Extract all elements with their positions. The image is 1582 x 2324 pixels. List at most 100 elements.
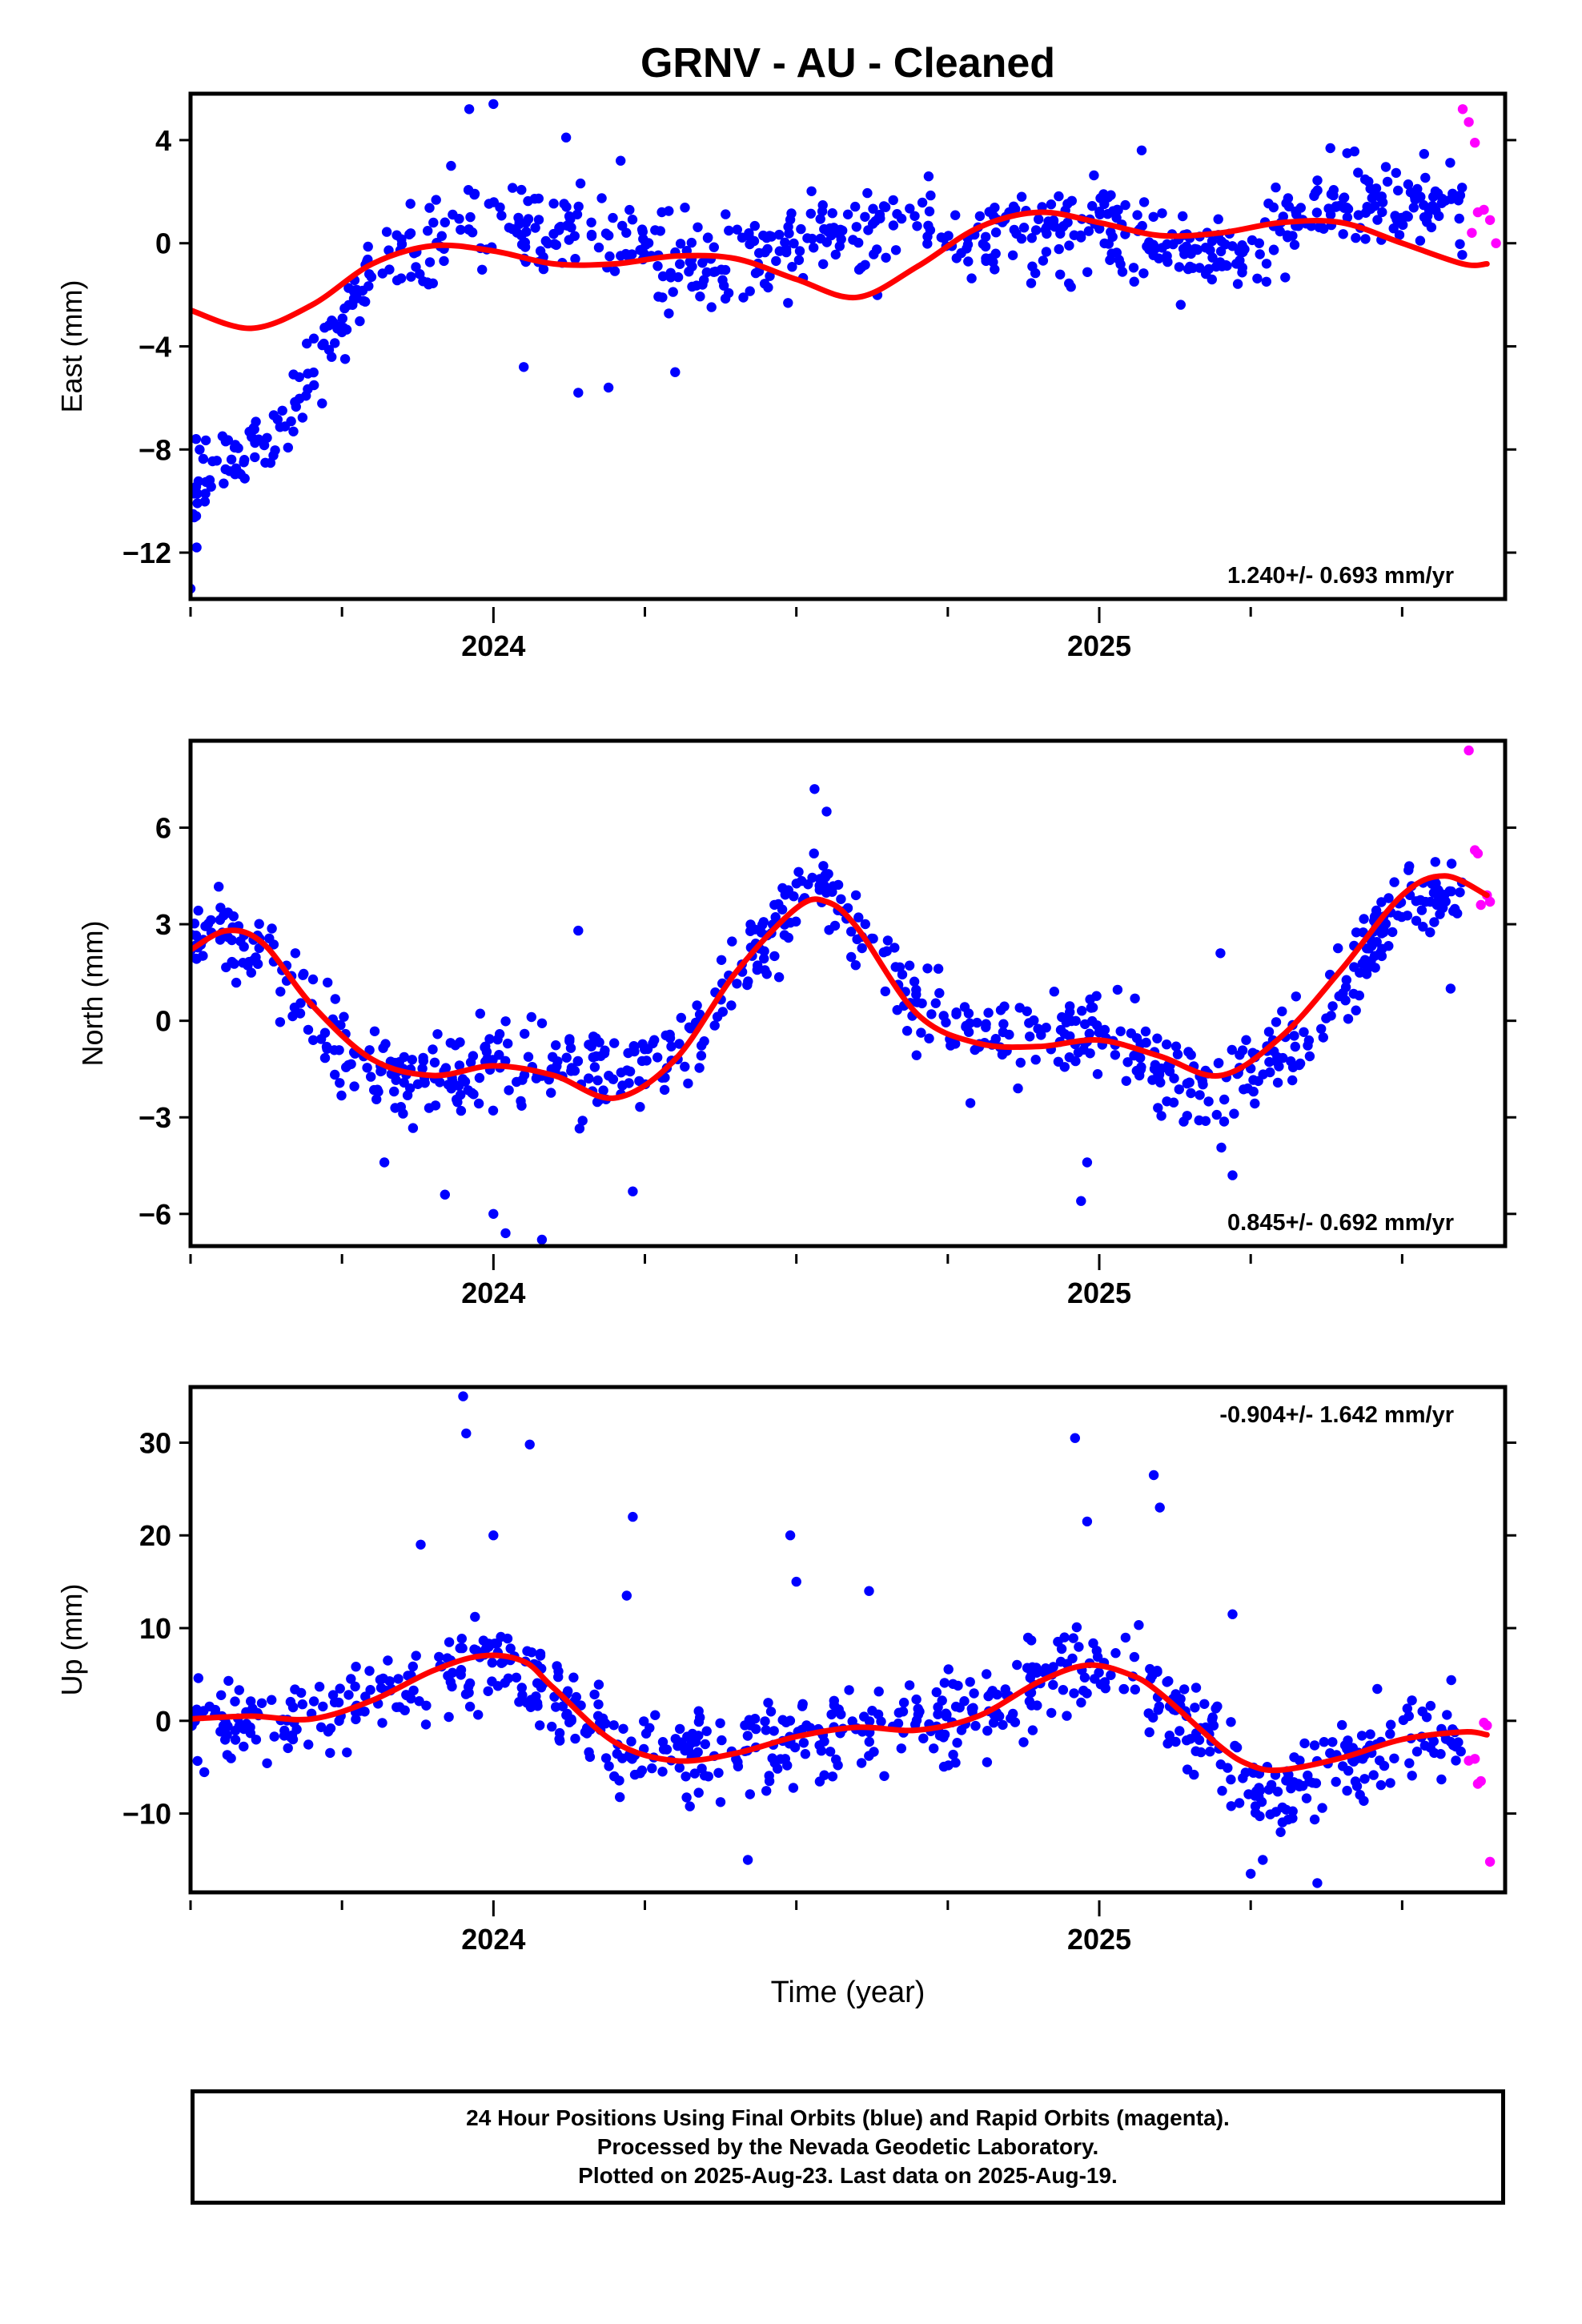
east-ytick-label: 0 xyxy=(155,227,171,260)
north-final-point xyxy=(1380,919,1391,929)
up-final-point xyxy=(764,1775,775,1787)
up-final-point xyxy=(1327,1737,1338,1747)
east-final-point xyxy=(1372,215,1383,225)
up-final-point xyxy=(1240,1767,1251,1778)
up-final-point xyxy=(256,1698,267,1708)
north-fit-curve xyxy=(191,873,1490,1101)
north-final-point xyxy=(1130,993,1140,1004)
east-final-point xyxy=(200,435,211,446)
up-final-point xyxy=(1275,1827,1286,1837)
east-final-point xyxy=(570,254,580,264)
north-final-point xyxy=(1121,1076,1132,1087)
north-final-point xyxy=(1064,1052,1075,1063)
east-final-point xyxy=(724,225,734,236)
north-final-point xyxy=(214,882,224,892)
up-final-point xyxy=(982,1669,992,1679)
up-final-point xyxy=(1062,1711,1072,1721)
east-final-point xyxy=(1312,175,1323,186)
north-final-point xyxy=(429,1057,440,1068)
east-final-point xyxy=(1027,261,1038,271)
up-final-point xyxy=(693,1716,705,1727)
east-final-point xyxy=(1282,230,1293,240)
east-final-point xyxy=(1010,203,1021,215)
east-final-point xyxy=(192,498,203,509)
east-final-point xyxy=(923,171,934,182)
east-final-point xyxy=(917,197,928,208)
up-final-outlier-point xyxy=(461,1428,472,1439)
up-final-point xyxy=(1032,1700,1042,1711)
north-final-point xyxy=(215,903,226,913)
north-final-point xyxy=(366,1072,376,1082)
north-final-point xyxy=(1411,896,1422,907)
east-final-point xyxy=(990,203,1000,213)
north-final-point xyxy=(726,1000,737,1011)
up-final-point xyxy=(1055,1656,1066,1667)
north-final-point xyxy=(846,951,857,963)
east-final-point xyxy=(508,183,518,193)
east-final-outlier-point xyxy=(488,99,499,110)
east-rapid-point xyxy=(1470,138,1480,148)
up-final-point xyxy=(262,1758,272,1768)
east-final-point xyxy=(1195,263,1205,273)
east-final-point xyxy=(226,454,237,464)
up-final-point xyxy=(408,1661,418,1672)
east-final-point xyxy=(1342,203,1352,213)
up-final-point xyxy=(204,1701,215,1712)
east-final-point xyxy=(191,481,202,492)
up-final-point xyxy=(364,1666,375,1676)
east-final-point xyxy=(1050,222,1060,232)
east-final-point xyxy=(974,211,986,222)
east-final-point xyxy=(1207,235,1218,247)
east-final-point xyxy=(1211,261,1222,272)
up-final-point xyxy=(1375,1779,1387,1791)
up-final-point xyxy=(1211,1703,1221,1714)
east-final-outlier-point xyxy=(446,160,456,171)
up-final-point xyxy=(1355,1790,1365,1800)
caption-box: 24 Hour Positions Using Final Orbits (bl… xyxy=(191,2089,1505,2205)
east-final-point xyxy=(1018,223,1030,233)
up-final-point xyxy=(1309,1740,1320,1751)
north-final-point xyxy=(972,1017,982,1028)
up-final-point xyxy=(745,1789,755,1799)
east-final-point xyxy=(1026,233,1038,243)
east-final-point xyxy=(912,221,922,231)
east-final-point xyxy=(868,203,878,214)
east-final-point xyxy=(440,217,450,227)
north-final-point xyxy=(287,1011,298,1022)
up-final-point xyxy=(699,1771,710,1781)
north-final-point xyxy=(457,1074,468,1084)
up-final-point xyxy=(420,1719,432,1730)
north-final-point xyxy=(815,874,825,884)
east-final-point xyxy=(909,211,920,221)
north-final-point xyxy=(990,1034,1002,1044)
up-final-point xyxy=(1226,1801,1237,1811)
east-final-point xyxy=(754,247,765,259)
east-final-point xyxy=(191,434,202,444)
east-final-point xyxy=(1055,228,1066,239)
up-final-point xyxy=(360,1691,371,1702)
north-final-point xyxy=(1015,1057,1026,1068)
up-final-outlier-point xyxy=(488,1530,499,1541)
up-final-point xyxy=(1283,1814,1294,1825)
up-final-point xyxy=(230,1696,240,1707)
up-final-point xyxy=(982,1757,993,1767)
up-final-point xyxy=(315,1722,327,1732)
up-final-point xyxy=(948,1679,958,1689)
north-final-point xyxy=(474,1072,485,1084)
east-final-point xyxy=(1367,193,1378,203)
east-final-point xyxy=(548,199,559,209)
up-rapid-point xyxy=(1470,1754,1480,1764)
east-final-point xyxy=(308,333,319,344)
north-final-point xyxy=(492,1034,503,1045)
up-final-outlier-point xyxy=(1148,1470,1159,1481)
up-ytick-label: 10 xyxy=(139,1612,171,1645)
east-final-point xyxy=(890,245,901,255)
up-final-point xyxy=(1342,1785,1352,1796)
up-final-point xyxy=(910,1719,921,1730)
up-final-point xyxy=(1106,1670,1116,1680)
east-final-point xyxy=(817,259,829,269)
up-final-point xyxy=(296,1687,307,1699)
up-final-point xyxy=(535,1720,545,1731)
east-final-outlier-point xyxy=(560,132,572,143)
north-final-point xyxy=(239,942,249,952)
